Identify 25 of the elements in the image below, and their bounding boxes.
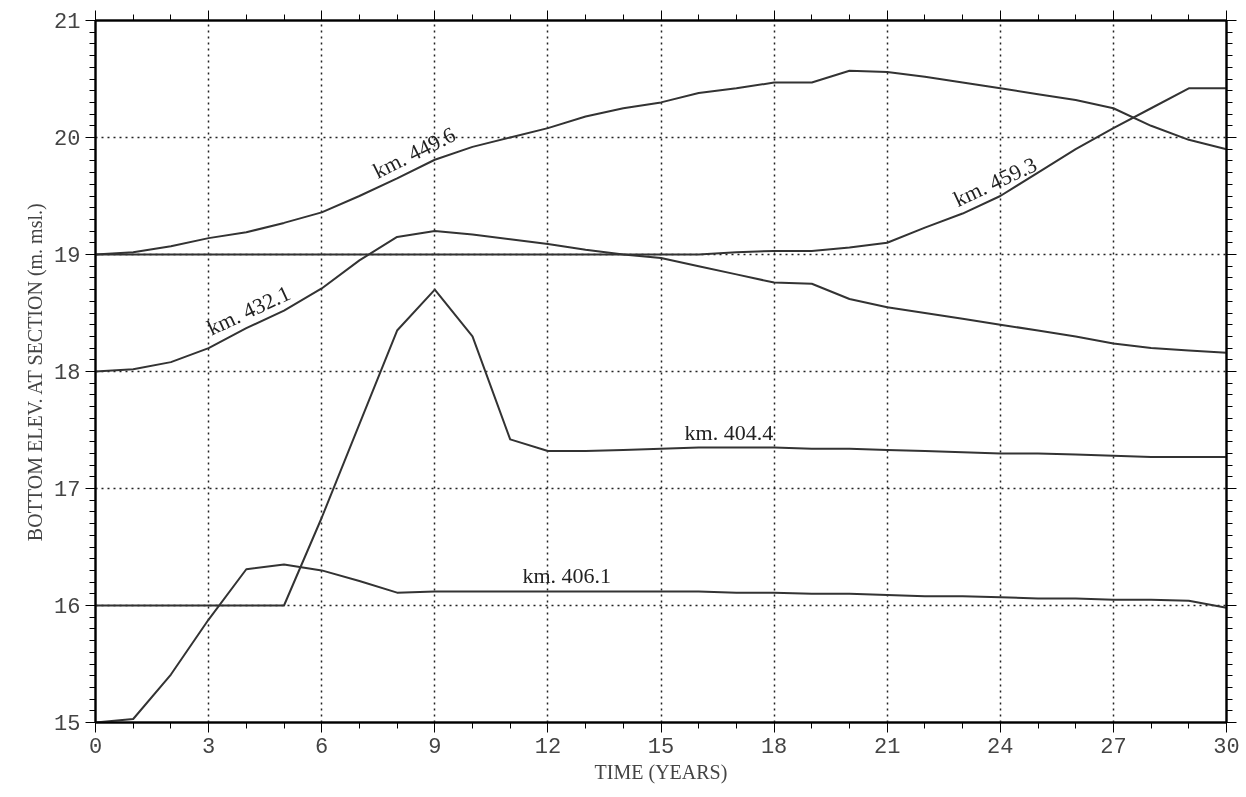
annotation: km. 432.1 (203, 280, 295, 341)
x-tick-label: 30 (1213, 734, 1240, 760)
y-tick-label: 18 (54, 361, 81, 386)
y-tick-label: 19 (54, 244, 81, 269)
x-tick-label: 9 (428, 734, 442, 760)
annotation: km. 404.4 (684, 419, 774, 445)
x-tick-label: 6 (315, 734, 329, 760)
x-tick-label: 0 (88, 734, 103, 760)
x-tick-label: 3 (202, 734, 216, 760)
x-tick-label: 27 (1100, 734, 1127, 760)
y-tick-label: 21 (54, 10, 81, 35)
y-axis-title: BOTTOM ELEV. AT SECTION (m. msl.) (24, 203, 48, 542)
y-tick-label: 17 (54, 478, 81, 503)
x-tick-label: 21 (874, 734, 901, 760)
annotation: km. 406.1 (522, 563, 612, 589)
x-tick-label: 18 (760, 734, 788, 760)
y-tick-label: 15 (54, 712, 81, 737)
annotation: km. 459.3 (949, 151, 1041, 212)
y-tick-label: 16 (54, 595, 81, 620)
x-tick-label: 24 (987, 734, 1014, 760)
annotation: km. 449.6 (368, 121, 460, 184)
x-axis-title: TIME (YEARS) (594, 760, 728, 784)
x-tick-label: 15 (647, 734, 675, 760)
x-tick-label: 12 (534, 734, 562, 760)
y-tick-label: 20 (54, 127, 81, 152)
